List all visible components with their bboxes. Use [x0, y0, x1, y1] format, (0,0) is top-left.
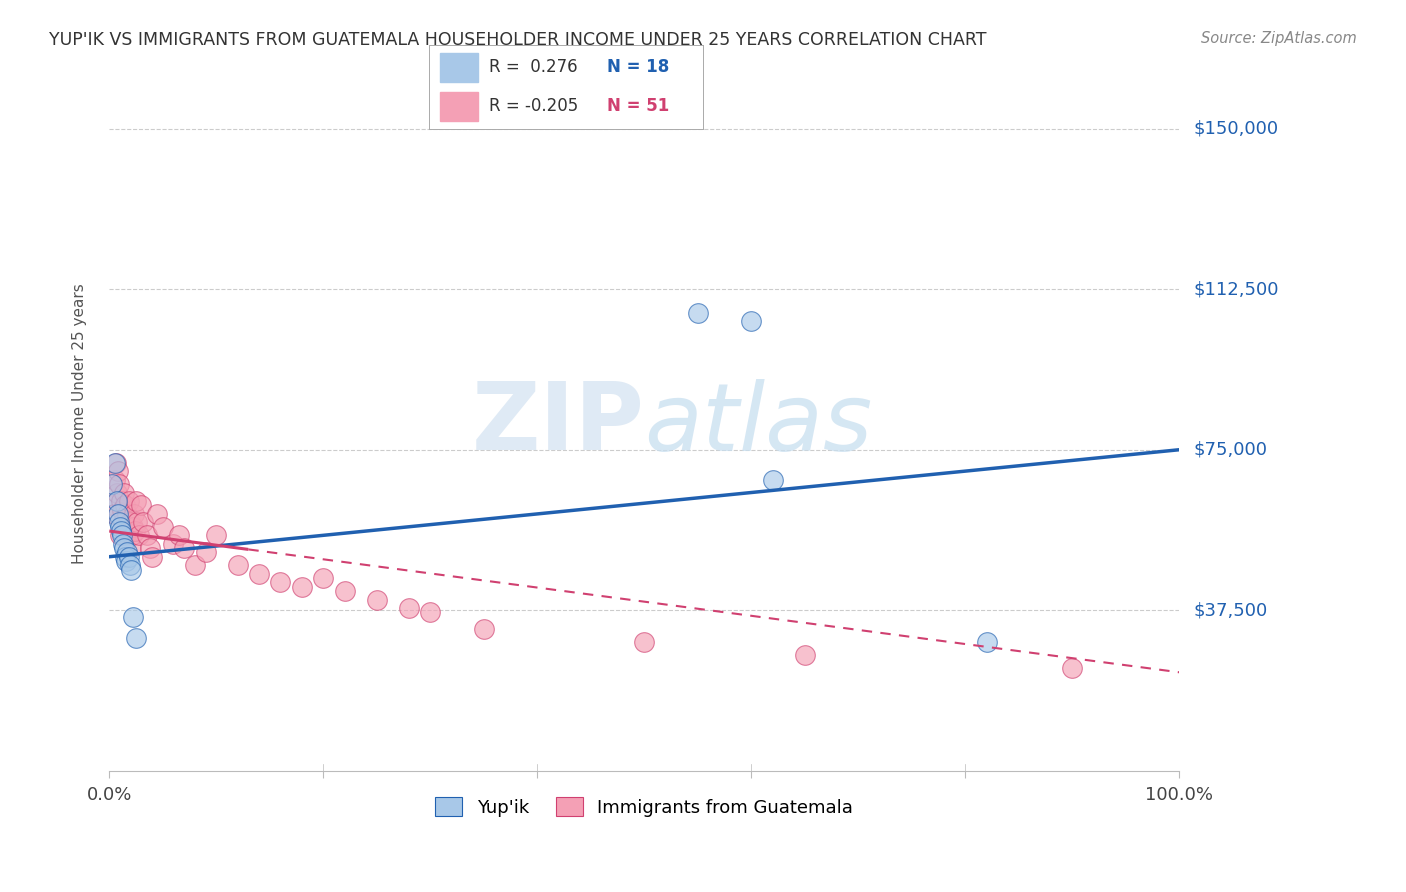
Point [366, 592, 388, 607]
Bar [440, 54, 478, 82]
Point [205, 528, 228, 542]
Point [173, 541, 195, 556]
Point [107, 507, 129, 521]
Point [105, 494, 128, 508]
Point [472, 623, 495, 637]
Point [333, 584, 356, 599]
Point [686, 306, 709, 320]
Point [112, 537, 135, 551]
Point [108, 477, 131, 491]
Text: $150,000: $150,000 [1194, 120, 1278, 137]
Point [124, 524, 146, 538]
Text: $112,500: $112,500 [1194, 280, 1278, 298]
Point [112, 516, 135, 530]
Point [139, 541, 162, 556]
Point [108, 528, 131, 542]
Point [104, 456, 127, 470]
Text: Source: ZipAtlas.com: Source: ZipAtlas.com [1201, 31, 1357, 46]
Point [141, 549, 163, 564]
Point [740, 314, 762, 328]
Point [125, 516, 148, 530]
Point [162, 537, 184, 551]
Point [131, 499, 153, 513]
Text: YUP'IK VS IMMIGRANTS FROM GUATEMALA HOUSEHOLDER INCOME UNDER 25 YEARS CORRELATIO: YUP'IK VS IMMIGRANTS FROM GUATEMALA HOUS… [49, 31, 987, 49]
Text: N = 18: N = 18 [607, 59, 669, 77]
Point [101, 499, 124, 513]
Point [117, 494, 139, 508]
Text: Householder Income Under 25 years: Householder Income Under 25 years [72, 284, 87, 565]
Point [184, 558, 207, 573]
Point [1062, 661, 1084, 675]
Point [115, 528, 138, 542]
Text: $37,500: $37,500 [1194, 601, 1267, 619]
Text: $75,000: $75,000 [1194, 441, 1267, 458]
Point [104, 473, 127, 487]
Point [111, 502, 134, 516]
Point [114, 499, 136, 513]
Point [110, 524, 132, 538]
Point [114, 549, 136, 564]
Point [117, 507, 139, 521]
Legend: Yup'ik, Immigrants from Guatemala: Yup'ik, Immigrants from Guatemala [427, 790, 860, 824]
Bar [440, 92, 478, 120]
Point [125, 631, 148, 645]
Point [146, 507, 169, 521]
Point [117, 549, 139, 564]
Point [132, 516, 155, 530]
Point [194, 545, 217, 559]
Point [419, 605, 441, 619]
Point [398, 601, 420, 615]
Point [104, 456, 127, 470]
Point [128, 528, 150, 542]
Point [247, 566, 270, 581]
Point [118, 516, 141, 530]
Point [125, 494, 148, 508]
Point [108, 520, 131, 534]
Point [121, 528, 143, 542]
Point [167, 528, 190, 542]
Point [269, 575, 291, 590]
Point [312, 571, 335, 585]
Point [226, 558, 249, 573]
Point [152, 520, 174, 534]
Text: R =  0.276: R = 0.276 [489, 59, 578, 77]
Point [112, 541, 135, 556]
Point [110, 494, 132, 508]
Point [105, 485, 128, 500]
Text: atlas: atlas [644, 378, 873, 469]
Point [111, 528, 134, 542]
Point [112, 485, 135, 500]
Point [117, 545, 139, 559]
Point [101, 477, 124, 491]
Point [761, 473, 783, 487]
Point [107, 464, 129, 478]
Point [135, 528, 157, 542]
Point [115, 554, 138, 568]
Point [120, 541, 142, 556]
Point [122, 507, 145, 521]
Point [120, 563, 142, 577]
Point [291, 580, 314, 594]
Point [121, 520, 143, 534]
Point [108, 516, 131, 530]
Text: N = 51: N = 51 [607, 97, 669, 115]
Text: ZIP: ZIP [471, 378, 644, 470]
Point [976, 635, 998, 649]
Point [793, 648, 815, 662]
Point [103, 507, 125, 521]
Point [118, 558, 141, 573]
Point [633, 635, 655, 649]
Text: R = -0.205: R = -0.205 [489, 97, 578, 115]
Point [121, 609, 143, 624]
